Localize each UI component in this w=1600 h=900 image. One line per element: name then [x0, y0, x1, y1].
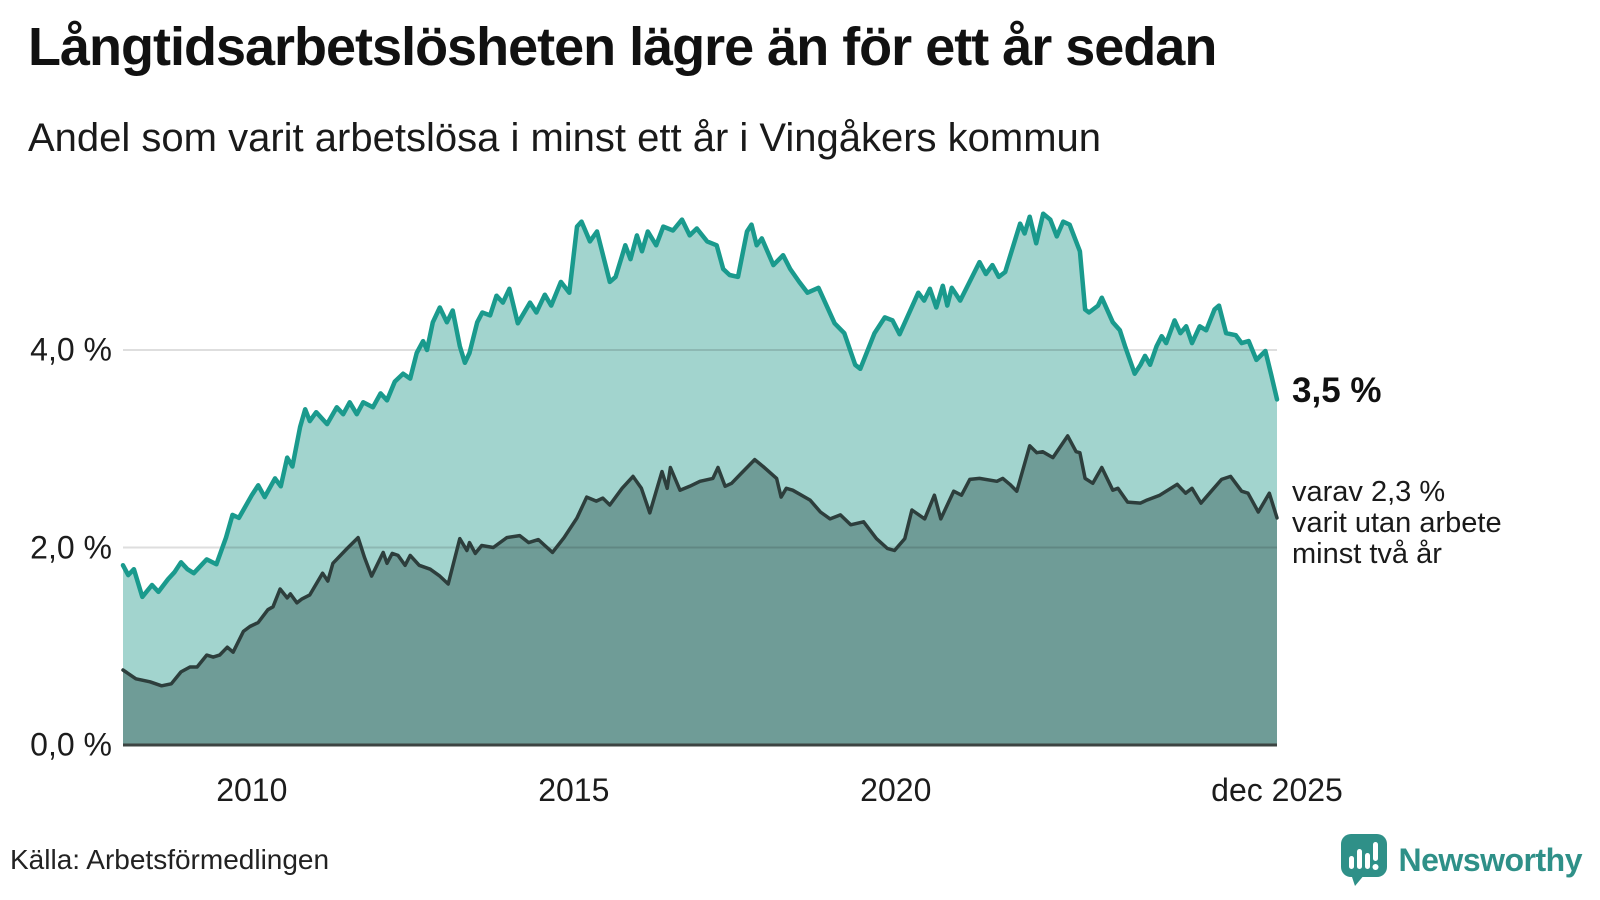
newsworthy-wordmark: Newsworthy — [1398, 841, 1583, 878]
newsworthy-speech-bubble-chart-icon — [1340, 834, 1387, 886]
y-tick-label: 0,0 % — [30, 726, 112, 763]
series-area-minst-tva-ar — [123, 435, 1277, 745]
page-title: Långtidsarbetslösheten lägre än för ett … — [28, 17, 1217, 77]
secondary-value-label-line: minst två år — [1292, 538, 1442, 570]
newsworthy-logo: Newsworthy — [1340, 834, 1583, 886]
x-tick-label: 2015 — [538, 772, 610, 808]
secondary-value-label-line: varav 2,3 % — [1292, 476, 1446, 508]
series-line-minst-ett-ar — [120, 211, 1280, 600]
secondary-value-label: varav 2,3 % varit utan arbete minst två år — [1292, 477, 1502, 570]
y-tick-label: 2,0 % — [30, 529, 112, 565]
x-tick-label: dec 2025 — [1211, 772, 1343, 808]
x-tick-label: 2010 — [216, 772, 288, 808]
source-caption: Källa: Arbetsförmedlingen — [10, 844, 330, 875]
secondary-value-label-line: varit utan arbete — [1292, 507, 1502, 539]
y-tick-label: 4,0 % — [30, 331, 112, 368]
latest-value-label: 3,5 % — [1292, 371, 1382, 410]
series-line-minst-tva-ar — [121, 434, 1279, 688]
page-subtitle: Andel som varit arbetslösa i minst ett å… — [28, 116, 1102, 160]
x-tick-label: 2020 — [860, 772, 932, 808]
